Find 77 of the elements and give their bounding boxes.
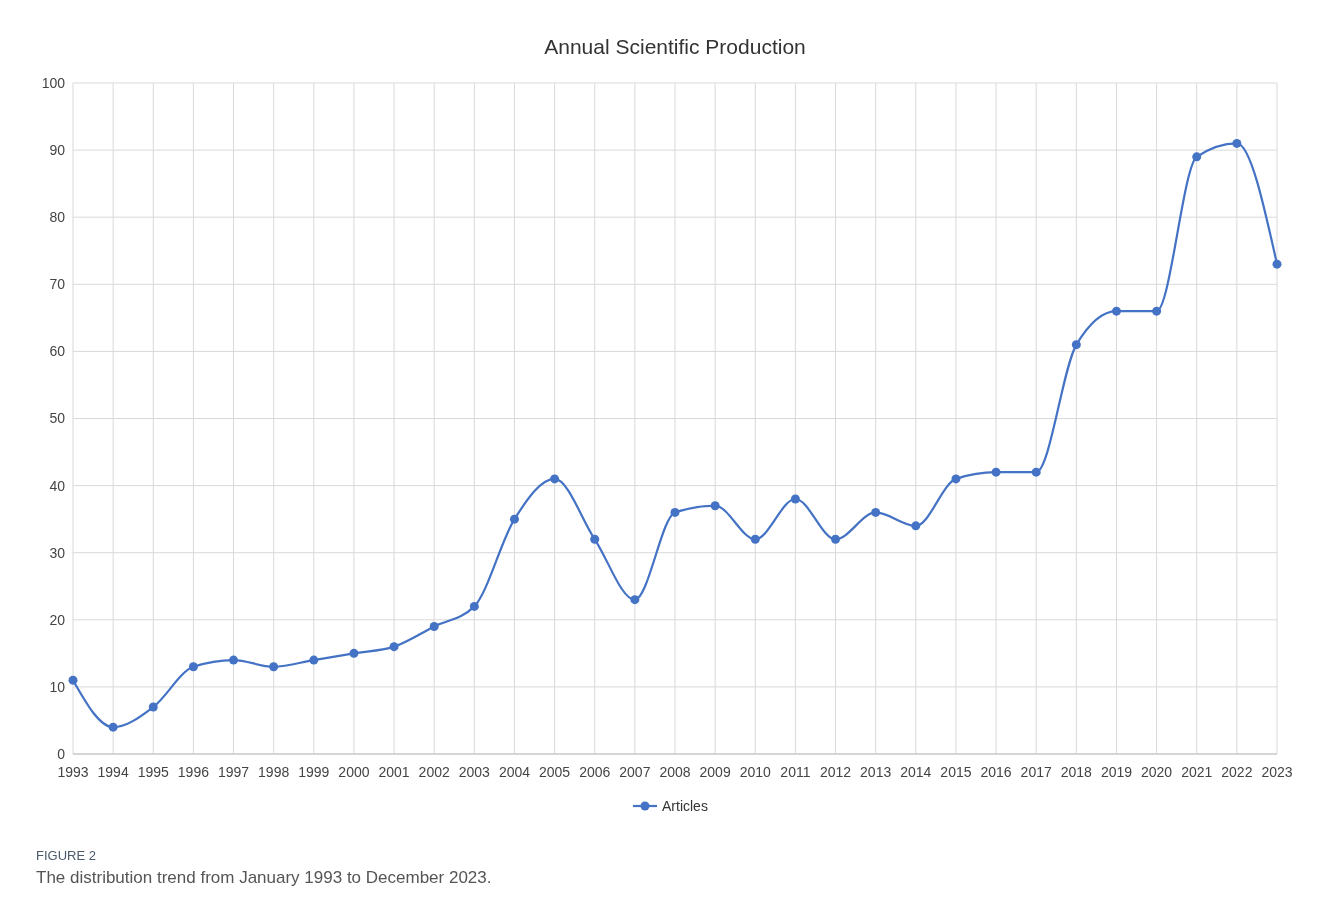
point <box>1071 340 1081 350</box>
x-tick-label: 2001 <box>378 764 410 780</box>
point <box>269 662 279 672</box>
point <box>630 595 640 605</box>
point <box>148 702 158 712</box>
point <box>670 507 680 517</box>
point <box>389 642 399 652</box>
point <box>309 655 319 665</box>
point <box>831 534 841 544</box>
point <box>1152 306 1162 316</box>
x-tick-label: 2004 <box>498 764 531 780</box>
y-tick-label: 10 <box>49 678 66 695</box>
point <box>1111 306 1121 316</box>
x-tick-label: 2005 <box>539 764 571 780</box>
x-tick-label: 2017 <box>1020 764 1052 780</box>
x-tick-label: 2015 <box>940 764 972 780</box>
legend-label: Articles <box>662 797 708 814</box>
x-tick-label: 2013 <box>860 764 892 780</box>
caption: FIGURE 2 <box>36 848 96 863</box>
x-tick-label: 2000 <box>338 764 370 780</box>
point <box>951 474 961 484</box>
x-tick-label: 2016 <box>980 764 1012 780</box>
point <box>349 648 359 658</box>
y-tick-label: 80 <box>49 209 66 226</box>
point <box>710 501 720 511</box>
x-tick-label: 2019 <box>1100 764 1133 780</box>
x-tick-label: 2011 <box>780 764 811 780</box>
x-tick-label: 1993 <box>57 764 89 780</box>
x-tick-label: 2012 <box>819 764 852 780</box>
x-tick-label: 1999 <box>298 764 330 780</box>
point <box>68 675 78 685</box>
point <box>1232 138 1242 148</box>
x-tick-label: 2021 <box>1181 764 1213 780</box>
x-tick-label: 2003 <box>458 764 491 780</box>
x-tick-label: 2022 <box>1221 764 1253 780</box>
point <box>911 521 921 531</box>
chart-title: Annual Scientific Production <box>544 35 806 58</box>
point <box>1272 259 1282 269</box>
y-tick-label: 0 <box>57 745 66 762</box>
y-tick-label: 60 <box>49 343 66 360</box>
x-tick-label: 2008 <box>659 764 691 780</box>
y-tick-label: 50 <box>49 410 66 427</box>
x-tick-label: 2007 <box>619 764 651 780</box>
point <box>590 534 600 544</box>
x-tick-label: 2006 <box>579 764 611 780</box>
x-tick-label: 2010 <box>739 764 772 780</box>
point <box>509 514 519 524</box>
point <box>750 534 760 544</box>
point <box>108 722 118 732</box>
y-tick-label: 20 <box>49 611 66 628</box>
y-tick-label: 90 <box>49 142 66 158</box>
x-tick-label: 1998 <box>258 764 290 780</box>
x-tick-label: 1994 <box>97 764 129 780</box>
x-tick-label: 2018 <box>1060 764 1093 780</box>
text: The distribution trend from January 1993 to December 2023. <box>36 868 492 887</box>
y-tick-label: 70 <box>49 276 66 293</box>
point <box>229 655 239 665</box>
x-tick-label: 2009 <box>699 764 731 780</box>
point <box>429 622 439 631</box>
point <box>991 467 1001 477</box>
point <box>188 662 198 672</box>
x-tick-label: 2014 <box>900 764 932 780</box>
point <box>469 601 479 611</box>
y-tick-label: 30 <box>49 544 66 561</box>
y-tick-label: 100 <box>41 74 66 91</box>
point <box>871 507 881 517</box>
point <box>790 494 800 504</box>
point <box>1192 152 1202 162</box>
x-tick-label: 1995 <box>137 764 170 780</box>
x-tick-label: 2023 <box>1261 764 1293 780</box>
y-tick-label: 40 <box>49 477 66 494</box>
x-tick-label: 1996 <box>177 764 210 780</box>
x-tick-label: 2020 <box>1141 764 1173 780</box>
point <box>550 474 560 484</box>
x-tick-label: 2002 <box>418 764 450 780</box>
point <box>1031 467 1041 477</box>
x-tick-label: 1997 <box>217 764 250 780</box>
